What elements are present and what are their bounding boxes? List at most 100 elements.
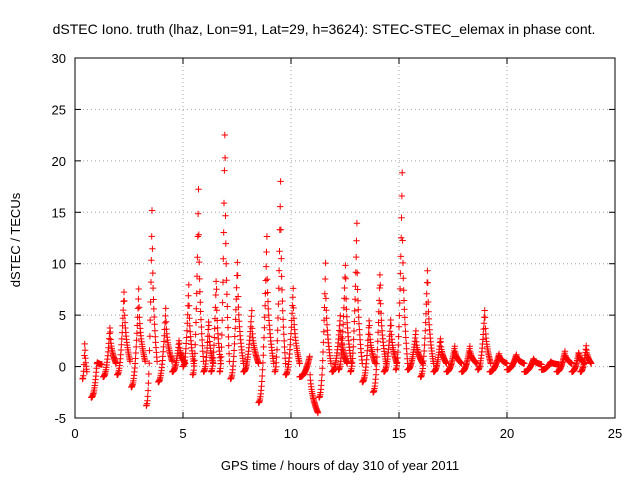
data-point — [144, 387, 152, 394]
data-point — [219, 279, 227, 286]
data-point — [133, 343, 140, 351]
x-tick-label: 20 — [500, 426, 514, 441]
data-point — [480, 320, 488, 327]
data-point — [273, 359, 280, 366]
data-point — [260, 343, 267, 351]
data-point — [395, 333, 402, 340]
data-point — [220, 199, 228, 207]
data-point — [355, 314, 362, 321]
data-point — [401, 314, 408, 321]
data-point — [235, 311, 242, 319]
data-point — [161, 319, 169, 327]
y-tick-label: 20 — [52, 154, 66, 169]
data-point — [276, 248, 283, 255]
data-point — [395, 323, 403, 330]
data-point — [265, 305, 272, 313]
data-point — [186, 322, 193, 330]
data-point — [378, 317, 385, 324]
data-point — [377, 300, 384, 307]
data-point — [183, 340, 190, 347]
data-point — [197, 308, 204, 315]
data-point — [342, 295, 350, 303]
data-point — [322, 275, 329, 283]
data-point — [126, 358, 134, 365]
data-point — [162, 312, 169, 320]
data-point — [218, 343, 225, 351]
x-tick-label: 25 — [608, 426, 622, 441]
data-point — [218, 353, 225, 360]
data-point — [133, 330, 141, 337]
data-point — [192, 341, 199, 348]
data-point — [398, 214, 405, 221]
data-point — [481, 307, 488, 314]
data-point — [306, 371, 314, 378]
data-point — [279, 316, 287, 323]
data-point — [425, 298, 432, 306]
data-point — [220, 229, 227, 236]
data-point — [224, 324, 232, 331]
data-point — [197, 299, 204, 306]
data-point — [261, 302, 269, 309]
y-tick-label: 0 — [59, 360, 66, 375]
data-point — [319, 365, 326, 372]
data-point — [281, 349, 289, 356]
data-point — [118, 341, 125, 348]
data-point — [421, 347, 428, 355]
data-point — [265, 311, 272, 319]
data-point — [192, 331, 199, 338]
data-point — [306, 353, 313, 360]
data-point — [424, 279, 431, 286]
data-point — [366, 322, 373, 329]
data-point — [278, 273, 285, 280]
data-point — [339, 328, 346, 335]
data-point — [112, 360, 120, 367]
data-point — [374, 346, 381, 353]
data-point — [376, 271, 384, 279]
data-point — [258, 378, 265, 385]
data-point — [248, 325, 256, 332]
data-point — [422, 319, 429, 326]
data-point — [232, 316, 239, 323]
data-point — [196, 275, 203, 283]
data-point — [223, 260, 230, 267]
data-point — [281, 343, 288, 351]
x-tick-label: 5 — [179, 426, 186, 441]
data-point — [135, 295, 142, 303]
data-point — [351, 307, 358, 315]
data-point — [273, 353, 280, 361]
data-point — [212, 278, 220, 285]
data-point — [319, 348, 327, 356]
data-point — [337, 312, 344, 319]
data-point — [233, 284, 240, 291]
data-point — [219, 317, 226, 324]
data-point — [349, 355, 356, 362]
data-point — [195, 231, 202, 238]
data-point — [106, 330, 113, 337]
data-point — [278, 286, 286, 294]
data-point — [451, 343, 458, 350]
data-point — [355, 320, 363, 327]
data-point — [387, 322, 395, 329]
data-point — [120, 306, 127, 314]
data-point — [83, 368, 91, 375]
data-point — [263, 233, 271, 240]
data-point — [133, 337, 140, 344]
data-point — [145, 370, 152, 378]
data-point — [191, 362, 198, 370]
data-point — [255, 360, 262, 367]
data-point — [205, 322, 213, 329]
data-point — [341, 284, 348, 292]
data-point — [289, 294, 296, 301]
data-point — [213, 286, 220, 293]
data-point — [121, 297, 128, 305]
data-point — [425, 315, 433, 323]
data-point — [248, 307, 255, 314]
data-point — [234, 272, 241, 279]
data-point — [134, 305, 142, 312]
data-point — [487, 360, 494, 367]
data-point — [236, 318, 243, 325]
data-point — [191, 357, 198, 364]
data-point — [278, 255, 285, 262]
data-point — [247, 318, 255, 325]
data-point — [221, 131, 228, 139]
